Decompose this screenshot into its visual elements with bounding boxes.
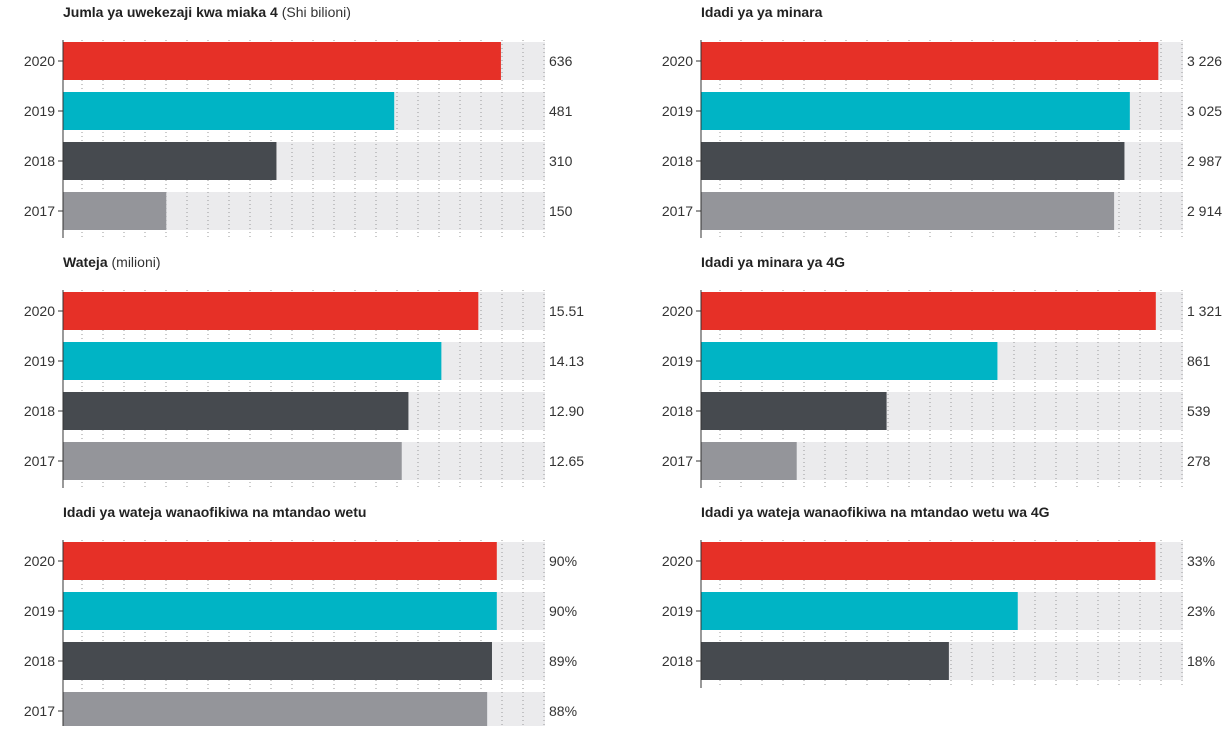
y-tick-label: 2018 bbox=[662, 153, 693, 169]
chart-title: Idadi ya minara ya 4G bbox=[701, 254, 845, 270]
y-tick-label: 2020 bbox=[662, 53, 693, 69]
y-tick-label: 2020 bbox=[662, 553, 693, 569]
chart-title-subtitle: (milioni) bbox=[111, 254, 161, 270]
data-label: 310 bbox=[549, 153, 573, 169]
bar-2018 bbox=[701, 642, 949, 680]
chart-customers: Wateja (milioni) 15.51 2020 14.13 2019 12.90… bbox=[0, 250, 600, 490]
y-tick-label: 2020 bbox=[662, 303, 693, 319]
bar-2020 bbox=[701, 292, 1156, 330]
y-tick-label: 2018 bbox=[24, 403, 55, 419]
bar-2017 bbox=[63, 192, 167, 230]
bar-2017 bbox=[63, 442, 402, 480]
data-label: 2 914 bbox=[1187, 203, 1222, 219]
bar-chart-svg: 1 321 2020 861 2019 539 2018 278 2017 bbox=[662, 290, 1222, 488]
bar-chart-svg: 636 2020 481 2019 310 2018 150 2017 bbox=[24, 40, 573, 238]
bar-chart-svg: 90% 2020 90% 2019 89% 2018 88% 2017 bbox=[24, 540, 577, 738]
bar-2020 bbox=[701, 42, 1159, 80]
y-tick-label: 2019 bbox=[24, 103, 55, 119]
bar-2018 bbox=[63, 642, 492, 680]
chart-title: Idadi ya ya minara bbox=[701, 4, 822, 20]
data-label: 18% bbox=[1187, 653, 1215, 669]
bar-2019 bbox=[701, 342, 998, 380]
y-tick-label: 2017 bbox=[24, 703, 55, 719]
data-label: 1 321 bbox=[1187, 303, 1222, 319]
chart-title: Idadi ya wateja wanaofikiwa na mtandao w… bbox=[701, 504, 1050, 520]
y-tick-label: 2018 bbox=[662, 403, 693, 419]
data-label: 90% bbox=[549, 553, 577, 569]
data-label: 14.13 bbox=[549, 353, 584, 369]
chart-investment: Jumla ya uwekezaji kwa miaka 4 (Shi bili… bbox=[0, 0, 600, 240]
chart-4g-towers: Idadi ya minara ya 4G 1 321 2020 861 2019 53… bbox=[638, 250, 1228, 490]
bar-2020 bbox=[63, 42, 501, 80]
data-label: 90% bbox=[549, 603, 577, 619]
chart-title-main: Wateja bbox=[63, 254, 108, 270]
chart-title-subtitle: (Shi bilioni) bbox=[281, 4, 351, 20]
y-tick-label: 2017 bbox=[662, 453, 693, 469]
data-label: 278 bbox=[1187, 453, 1211, 469]
bar-2020 bbox=[701, 542, 1156, 580]
chart-title: Wateja (milioni) bbox=[63, 254, 161, 270]
data-label: 15.51 bbox=[549, 303, 584, 319]
bar-2018 bbox=[701, 392, 887, 430]
bar-2019 bbox=[63, 92, 395, 130]
bar-2017 bbox=[701, 192, 1115, 230]
y-tick-label: 2018 bbox=[24, 653, 55, 669]
chart-title-main: Jumla ya uwekezaji kwa miaka 4 bbox=[63, 4, 278, 20]
bar-chart-svg: 3 226 2020 3 025 2019 2 987 2018 2 914 2017 bbox=[662, 40, 1222, 238]
y-tick-label: 2017 bbox=[24, 203, 55, 219]
bar-chart-svg: 15.51 2020 14.13 2019 12.90 2018 12.65 2017 bbox=[24, 290, 584, 488]
data-label: 89% bbox=[549, 653, 577, 669]
y-tick-label: 2020 bbox=[24, 53, 55, 69]
bar-chart-svg: 33% 2020 23% 2019 18% 2018 bbox=[662, 540, 1215, 688]
y-tick-label: 2019 bbox=[24, 603, 55, 619]
chart-title-main: Idadi ya wateja wanaofikiwa na mtandao w… bbox=[701, 504, 1050, 520]
data-label: 33% bbox=[1187, 553, 1215, 569]
data-label: 3 226 bbox=[1187, 53, 1222, 69]
y-tick-label: 2020 bbox=[24, 303, 55, 319]
chart-title-main: Idadi ya ya minara bbox=[701, 4, 823, 20]
y-tick-label: 2017 bbox=[24, 453, 55, 469]
bar-2020 bbox=[63, 292, 479, 330]
data-label: 12.65 bbox=[549, 453, 584, 469]
data-label: 636 bbox=[549, 53, 573, 69]
chart-title-main: Idadi ya wateja wanaofikiwa na mtandao w… bbox=[63, 504, 367, 520]
bar-2019 bbox=[63, 592, 497, 630]
y-tick-label: 2018 bbox=[24, 153, 55, 169]
data-label: 2 987 bbox=[1187, 153, 1222, 169]
data-label: 150 bbox=[549, 203, 573, 219]
chart-towers: Idadi ya ya minara 3 226 2020 3 025 2019 2 9… bbox=[638, 0, 1228, 240]
data-label: 12.90 bbox=[549, 403, 584, 419]
y-tick-label: 2019 bbox=[662, 103, 693, 119]
data-label: 539 bbox=[1187, 403, 1211, 419]
bar-2018 bbox=[701, 142, 1125, 180]
y-tick-label: 2019 bbox=[24, 353, 55, 369]
bar-2018 bbox=[63, 142, 277, 180]
bar-2019 bbox=[701, 92, 1130, 130]
data-label: 481 bbox=[549, 103, 573, 119]
y-tick-label: 2018 bbox=[662, 653, 693, 669]
bar-2019 bbox=[63, 342, 442, 380]
chart-title: Jumla ya uwekezaji kwa miaka 4 (Shi bili… bbox=[63, 4, 351, 20]
bar-2020 bbox=[63, 542, 497, 580]
y-tick-label: 2017 bbox=[662, 203, 693, 219]
bar-2018 bbox=[63, 392, 409, 430]
chart-title-main: Idadi ya minara ya 4G bbox=[701, 254, 845, 270]
bar-2017 bbox=[63, 692, 488, 730]
data-label: 3 025 bbox=[1187, 103, 1222, 119]
data-label: 88% bbox=[549, 703, 577, 719]
y-tick-label: 2019 bbox=[662, 353, 693, 369]
bar-2019 bbox=[701, 592, 1018, 630]
data-label: 23% bbox=[1187, 603, 1215, 619]
chart-network-coverage: Idadi ya wateja wanaofikiwa na mtandao w… bbox=[0, 500, 600, 740]
chart-4g-coverage: Idadi ya wateja wanaofikiwa na mtandao w… bbox=[638, 500, 1228, 740]
chart-title: Idadi ya wateja wanaofikiwa na mtandao w… bbox=[63, 504, 366, 520]
data-label: 861 bbox=[1187, 353, 1211, 369]
y-tick-label: 2019 bbox=[662, 603, 693, 619]
y-tick-label: 2020 bbox=[24, 553, 55, 569]
bar-2017 bbox=[701, 442, 797, 480]
